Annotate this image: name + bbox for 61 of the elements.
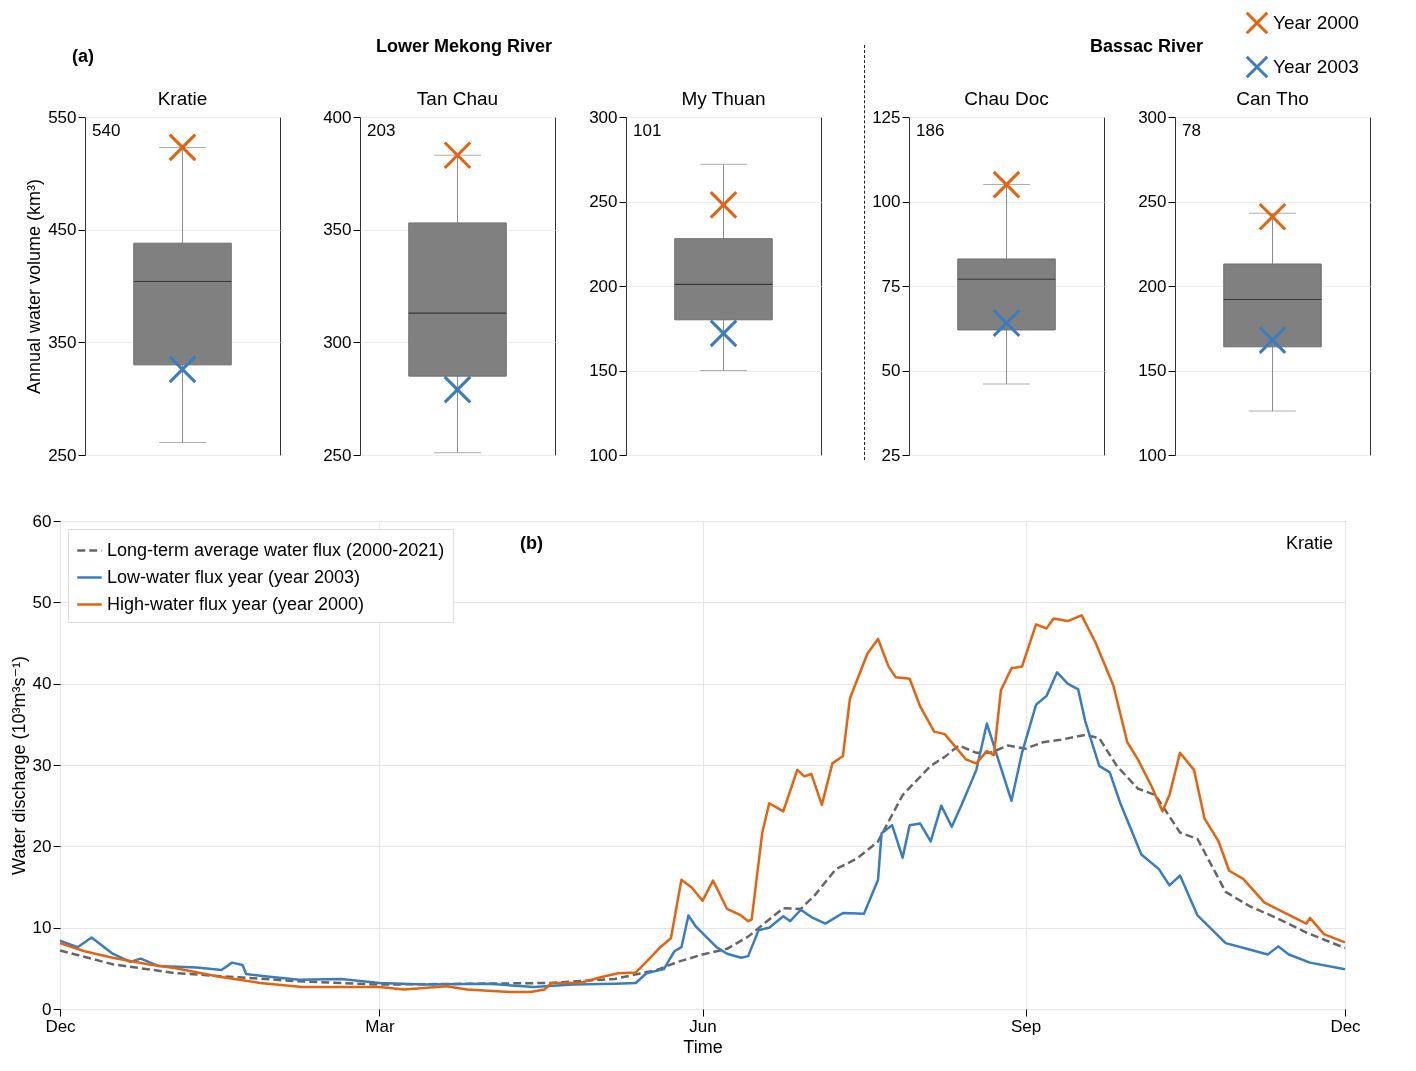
chart-title: Kratie: [157, 88, 208, 109]
annotation: 186: [916, 121, 945, 140]
x-tick-label: Dec: [45, 1016, 77, 1036]
x-tick-label: Mar: [365, 1016, 395, 1036]
y-tick-label: 100: [872, 192, 901, 211]
y-tick-label: 150: [589, 361, 618, 380]
chart-title: Tan Chau: [416, 88, 499, 109]
legend-label: Low-water flux year (year 2003): [107, 566, 361, 587]
text: Bassac River: [1089, 36, 1204, 57]
y-tick-label: 125: [872, 107, 901, 127]
annotation: Kratie: [1285, 533, 1333, 553]
y-tick-label: 20: [32, 836, 52, 856]
y-tick-label: 60: [32, 511, 52, 531]
y-tick-label: 0: [42, 999, 52, 1019]
legend-label: Long-term average water flux (2000-2021): [107, 539, 445, 560]
y-tick-label: 50: [32, 592, 52, 612]
chart-title: Chau Doc: [964, 88, 1049, 109]
y-tick-label: 200: [589, 276, 618, 296]
line-series: [58, 671, 1347, 989]
y-tick-label: 100: [1138, 445, 1167, 465]
annotation: 540: [92, 121, 121, 140]
y-tick-label: 250: [589, 192, 618, 211]
y-axis-title: Annual water volume (km³): [24, 178, 45, 395]
y-tick-label: 30: [32, 755, 52, 775]
x-axis-title: Time: [683, 1036, 723, 1057]
y-tick-label: 100: [589, 445, 618, 465]
y-tick-label: 250: [1138, 192, 1167, 211]
y-tick-label: 300: [589, 107, 618, 127]
y-tick-label: 550: [48, 107, 77, 127]
text: Lower Mekong River: [375, 36, 553, 57]
x-tick-label: Sep: [1010, 1016, 1042, 1036]
y-tick-label: 450: [48, 220, 77, 240]
x-tick-label: Jun: [689, 1016, 717, 1036]
annotation: 78: [1182, 121, 1201, 140]
text: (a): [72, 46, 94, 67]
y-tick-label: 350: [48, 332, 77, 352]
y-tick-label: 300: [1138, 107, 1167, 127]
annotation: (b): [520, 533, 543, 553]
y-tick-label: 50: [881, 361, 901, 380]
y-tick-label: 25: [881, 445, 901, 465]
line-series: [58, 733, 1347, 986]
y-tick-label: 150: [1138, 361, 1167, 380]
y-axis-title: Water discharge (10³m³s⁻¹): [8, 656, 29, 875]
line-series: [58, 614, 1347, 994]
chart-title: My Thuan: [681, 88, 766, 109]
annotation: 203: [367, 121, 396, 140]
y-tick-label: 75: [881, 276, 901, 296]
y-tick-label: 400: [323, 107, 352, 127]
y-tick-label: 200: [1138, 276, 1167, 296]
legend-label: Year 2000: [1273, 12, 1359, 33]
legend-label: High-water flux year (year 2000): [107, 593, 365, 614]
y-tick-label: 10: [32, 918, 52, 938]
y-tick-label: 250: [48, 445, 77, 465]
y-tick-label: 250: [323, 445, 352, 465]
y-tick-label: 40: [32, 674, 52, 694]
x-tick-label: Dec: [1330, 1016, 1362, 1036]
chart-title: Can Tho: [1236, 88, 1309, 109]
y-tick-label: 300: [323, 332, 352, 352]
y-tick-label: 350: [323, 220, 352, 240]
legend-label: Year 2003: [1273, 56, 1359, 77]
annotation: 101: [633, 121, 662, 140]
